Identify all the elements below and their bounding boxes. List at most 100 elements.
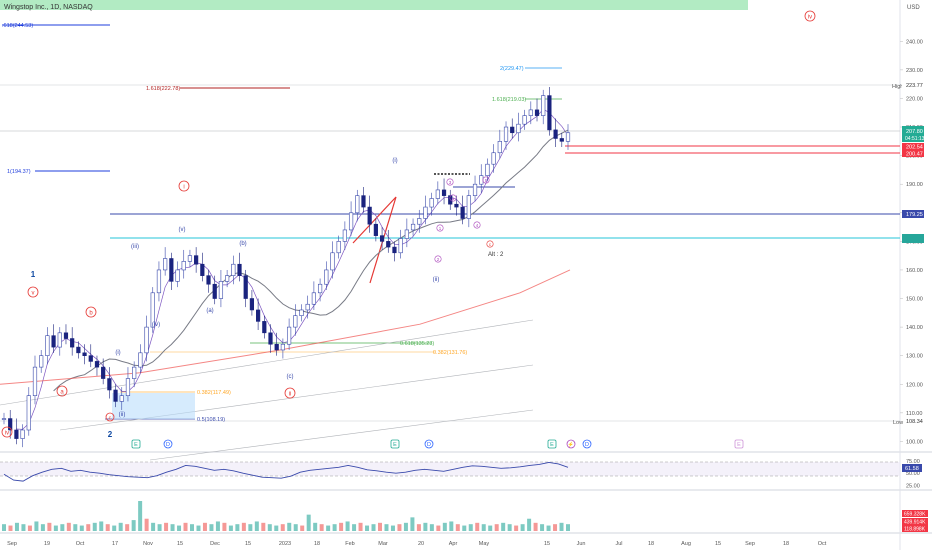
candle-body-38 [237,263,242,276]
volume-bar-16 [105,524,110,531]
top-banner [0,0,748,10]
candle-body-75 [466,195,471,219]
ma-short-line [16,108,569,430]
rsi-value-box [902,464,922,472]
volume-bar-47 [306,514,311,531]
volume-bar-85 [553,524,558,531]
time-label-0: Sep [7,541,17,547]
volume-bar-56 [365,525,370,531]
candle-body-63 [392,246,397,254]
fib-label-f6: 0.618(135.23) [400,341,434,347]
volume-bar-29 [190,524,194,531]
price-tick-label-1: 110.00 [906,411,922,417]
volume-bar-27 [177,525,182,531]
volume-bar-21 [138,501,143,531]
candle-body-39 [243,275,248,299]
volume-bar-54 [352,524,357,531]
level-c-box [902,210,924,218]
fib-label-f9: 0.5(108.19) [197,417,225,423]
volume-bar-1 [8,525,13,531]
volume-bar-28 [183,522,188,531]
rsi-tick-label-1: 50.00 [906,471,920,477]
candle-body-78 [485,163,490,176]
volume-bar-71 [462,525,467,531]
wave-label-i-red: i [183,185,184,191]
time-label-9: 18 [314,541,320,547]
volume-bar-57 [371,524,376,531]
wave-label-a-paren: (a) [206,308,213,314]
earnings-marker-4[interactable] [734,439,744,449]
level-b-value: 200.47 [906,152,923,158]
price-tick-label-12: 220.00 [906,96,923,102]
level-b-box [902,150,924,157]
volume-bar-46 [300,525,305,531]
candle-body-41 [256,309,261,322]
earnings-marker-2[interactable] [390,439,400,449]
candle-body-62 [386,241,391,248]
subwave-label-s6: c [489,242,492,247]
candle-body-24 [150,292,155,328]
candle-body-0 [1,418,7,420]
candle-body-12 [76,346,81,354]
volume-bar-45 [293,524,298,531]
candle-body-9 [57,332,62,348]
dividend-marker-1[interactable] [163,439,173,449]
volume-bar-11 [73,524,78,531]
split-marker[interactable] [566,439,576,449]
volume-bar-48 [313,522,318,531]
earnings-marker-1-label: E [134,442,138,448]
teal-level-box [902,234,924,243]
candle-body-40 [249,298,255,311]
volume-bar-77 [501,522,506,531]
candle-body-20 [125,378,131,396]
wave-marker-v [27,286,39,298]
volume-bar-86 [559,522,564,531]
level-a-value: 202.54 [906,145,923,151]
fib-label-f8: 0.382(117.49) [197,390,231,396]
candle-body-68 [423,206,428,219]
candle-body-91 [565,132,571,142]
volume-bar-80 [520,524,525,531]
dividend-marker-2[interactable] [424,439,434,449]
candle-body-1 [8,418,13,431]
high-tag: High [892,84,903,90]
candle-body-81 [503,126,509,142]
candle-body-90 [559,138,564,142]
volume-bar-7 [47,522,52,531]
fib-label-f2: 1.618(222.78) [146,86,180,92]
volume-bar-44 [287,522,292,531]
candle-body-43 [268,332,273,345]
last-price-box [902,126,924,142]
candle-body-83 [516,123,521,134]
candle-body-23 [144,326,149,354]
earnings-marker-1[interactable] [131,439,141,449]
candle-body-25 [156,269,162,294]
dividend-marker-3-label: D [585,442,589,448]
volume-label-box-1 [902,510,928,517]
candle-body-70 [435,189,440,199]
earnings-marker-3[interactable] [547,439,557,449]
volume-bar-53 [345,521,350,531]
price-candles [1,87,571,448]
dividend-marker-1-label: D [166,442,170,448]
volume-bar-66 [429,524,434,531]
volume-bar-51 [332,524,337,531]
dividend-marker-3[interactable] [582,439,592,449]
candle-body-54 [336,241,341,254]
time-axis[interactable]: Sep 19 Oct 17 Nov 15 Dec 15 2023 18 Feb Mar 20 Apr May… [7,541,827,547]
volume-bar-34 [222,522,227,531]
price-tick-label-2: 120.00 [906,382,923,388]
volume-bar-38 [248,524,253,531]
volume-bar-42 [274,525,279,531]
event-markers[interactable]: E D E D E ⚡ D E [131,439,744,449]
wave-labels: iv i 1 v b a c 2 iv (iii) (v) (iv) (i) (… [1,10,816,439]
fib-label-f4: 2(229.47) [500,66,524,72]
wave-marker-iv-top [804,10,816,22]
time-label-16: Jun [577,541,586,547]
candle-body-61 [379,235,385,242]
earnings-marker-4-label: E [737,442,741,448]
wave-marker-c-red [105,412,115,422]
volume-bar-65 [423,522,428,531]
